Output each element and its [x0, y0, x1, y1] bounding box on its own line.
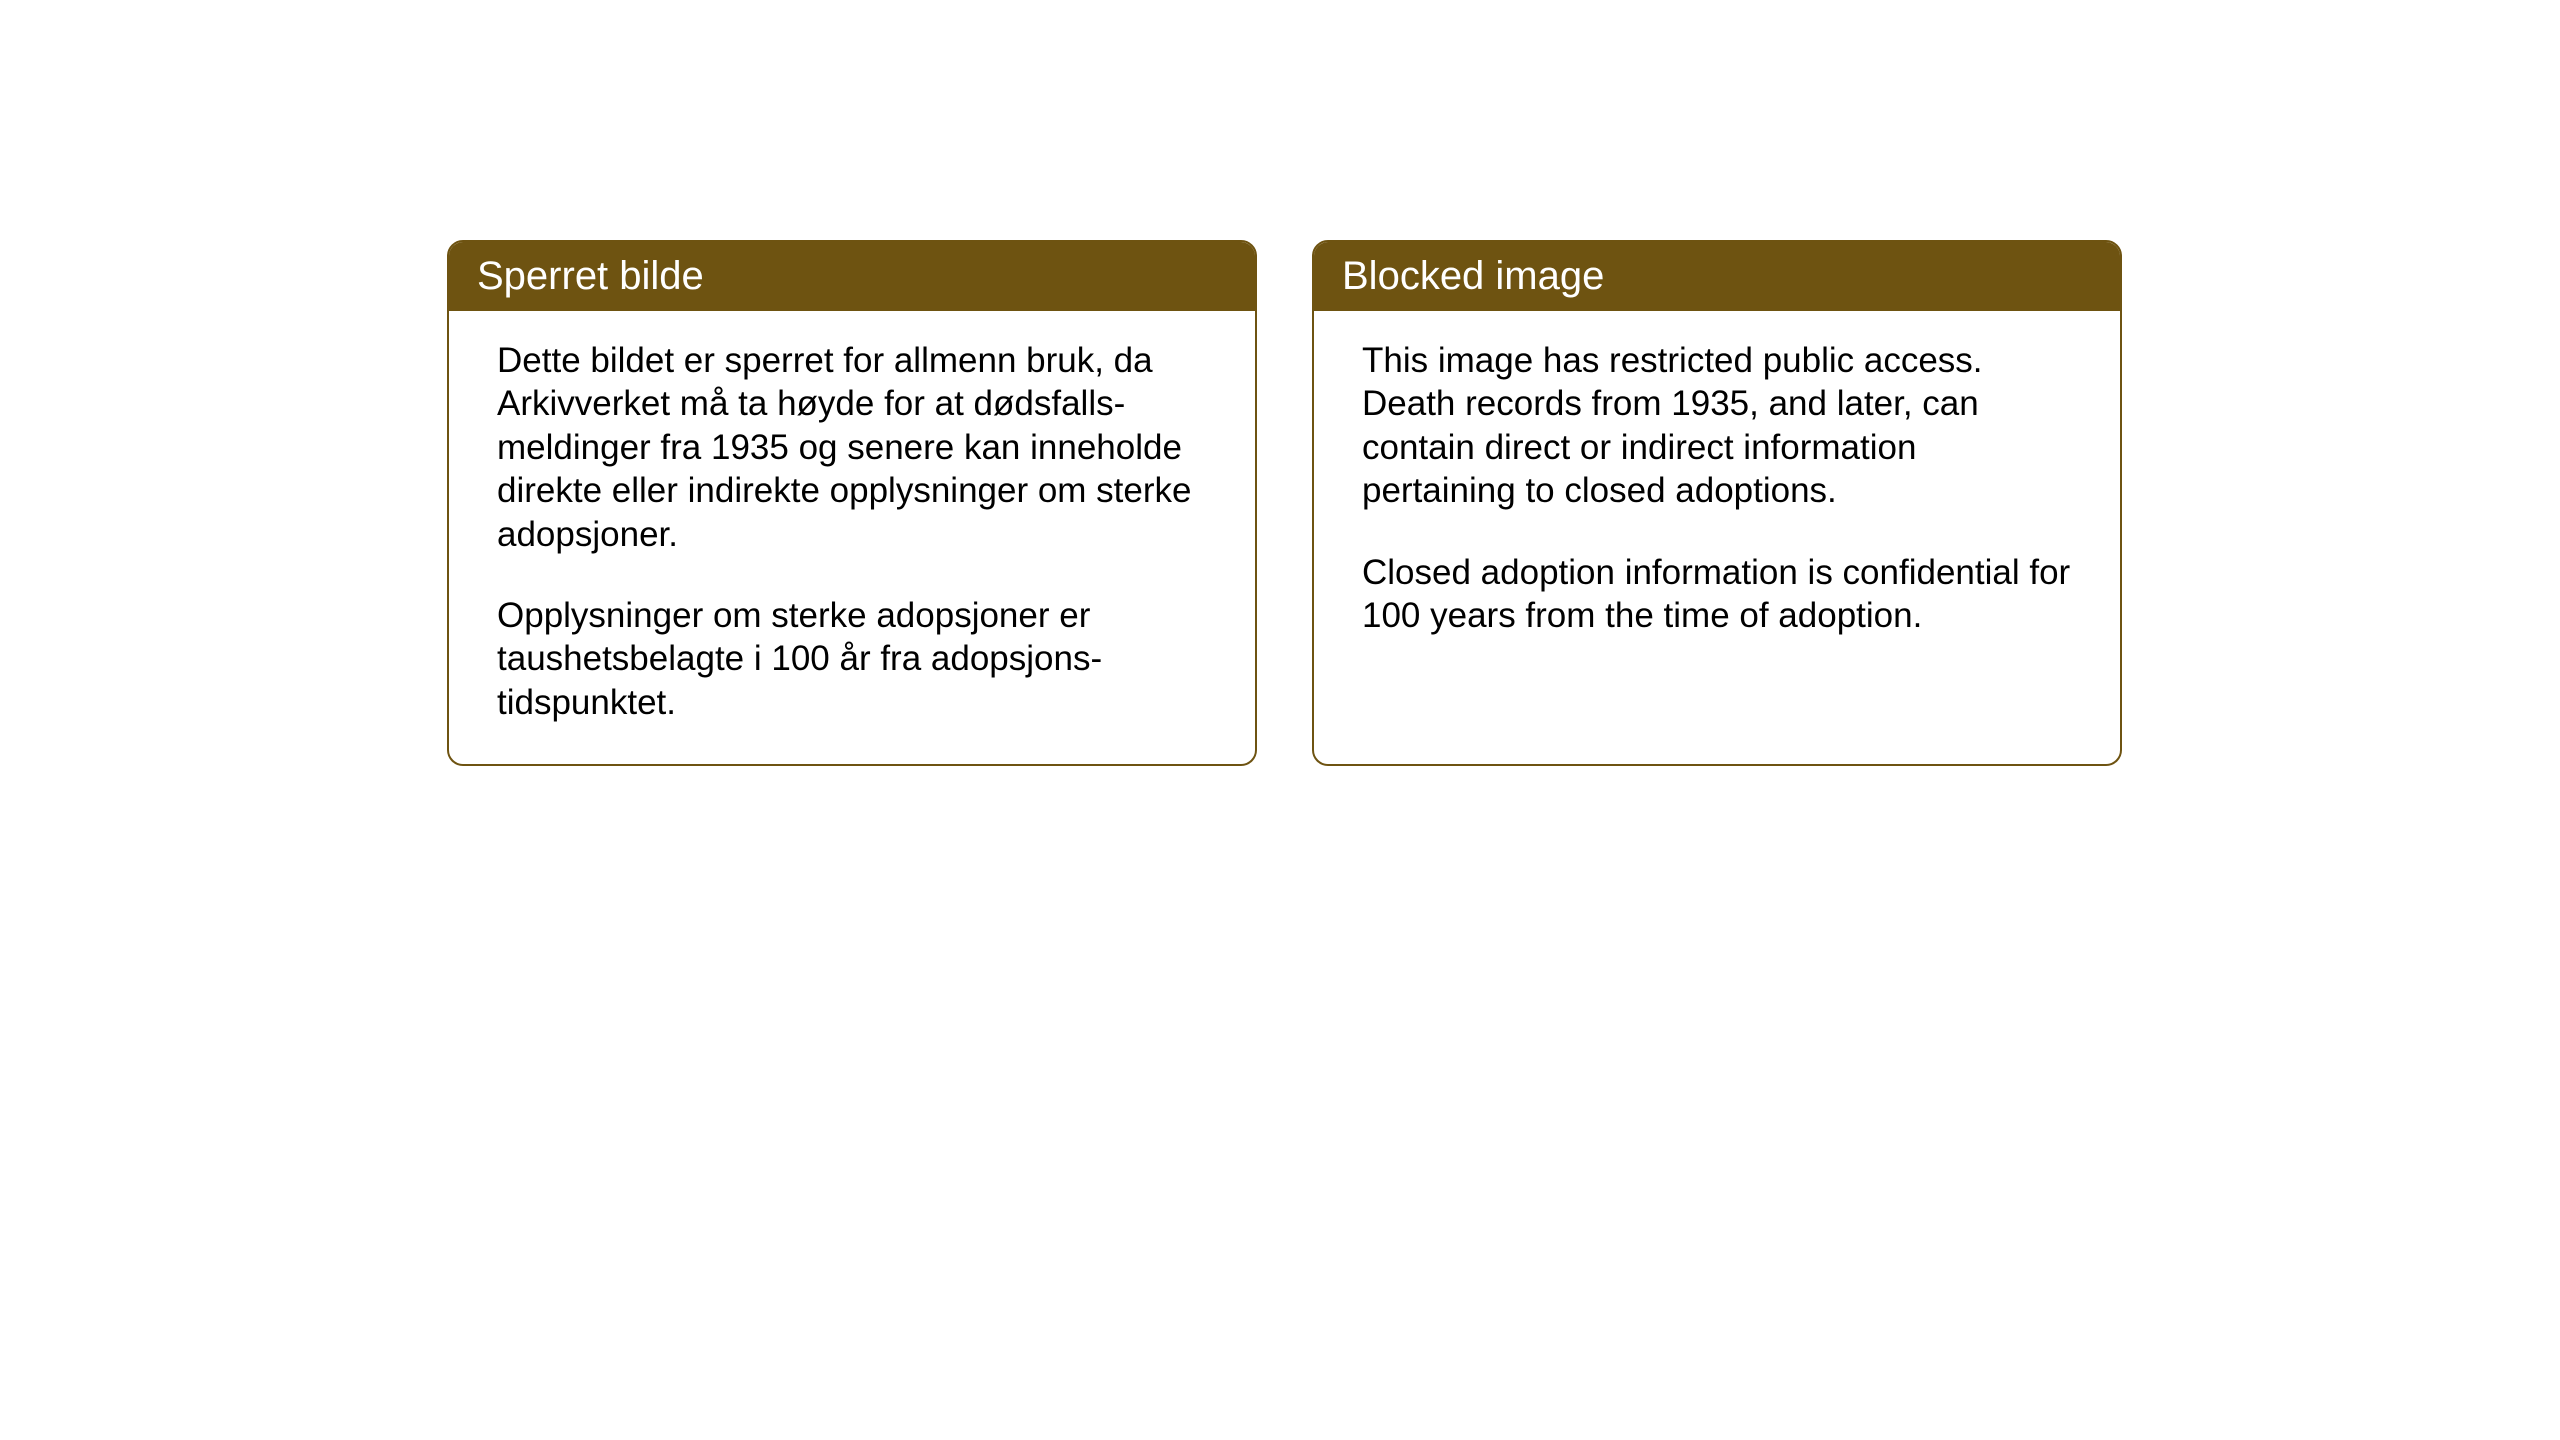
card-title-norwegian: Sperret bilde: [477, 254, 704, 298]
card-paragraph1-english: This image has restricted public access.…: [1362, 339, 2072, 513]
card-paragraph1-norwegian: Dette bildet er sperret for allmenn bruk…: [497, 339, 1207, 556]
card-body-norwegian: Dette bildet er sperret for allmenn bruk…: [449, 311, 1255, 764]
card-paragraph2-english: Closed adoption information is confident…: [1362, 551, 2072, 638]
card-body-english: This image has restricted public access.…: [1314, 311, 2120, 751]
card-paragraph2-norwegian: Opplysninger om sterke adopsjoner er tau…: [497, 594, 1207, 724]
card-title-english: Blocked image: [1342, 254, 1604, 298]
notice-card-english: Blocked image This image has restricted …: [1312, 240, 2122, 766]
card-header-norwegian: Sperret bilde: [449, 242, 1255, 311]
notice-card-norwegian: Sperret bilde Dette bildet er sperret fo…: [447, 240, 1257, 766]
card-header-english: Blocked image: [1314, 242, 2120, 311]
notice-container: Sperret bilde Dette bildet er sperret fo…: [447, 240, 2122, 766]
